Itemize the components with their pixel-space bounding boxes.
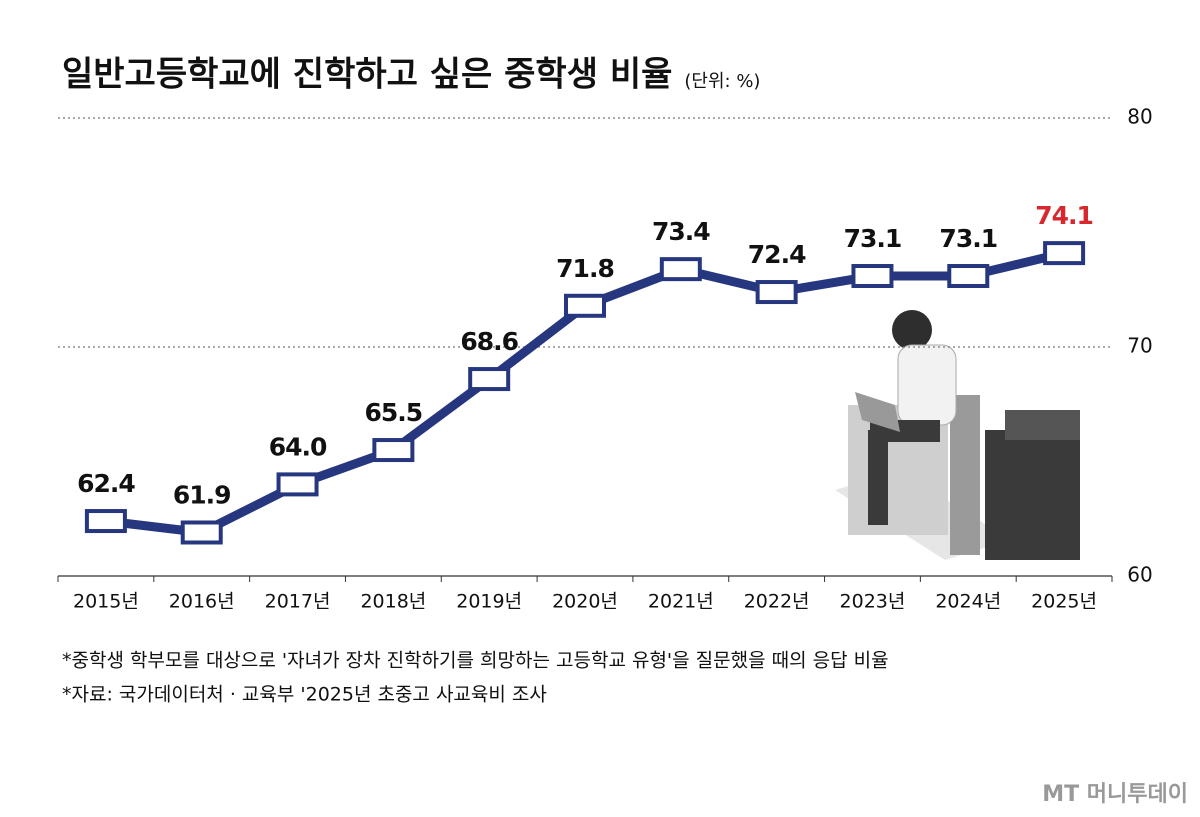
marker: [947, 264, 990, 289]
x-tick-label: 2023년: [840, 591, 906, 613]
value-label: 73.4: [652, 217, 710, 246]
x-tick-label: 2020년: [552, 591, 618, 613]
marker: [372, 438, 415, 463]
x-tick-label: 2024년: [935, 591, 1001, 613]
y-tick-label: 70: [1127, 334, 1152, 358]
value-label: 61.9: [173, 480, 231, 509]
value-label: 73.1: [939, 224, 997, 253]
value-label: 62.4: [77, 469, 135, 498]
x-tick-label: 2019년: [456, 591, 522, 613]
illustration: [835, 310, 1080, 560]
x-tick-label: 2017년: [265, 591, 331, 613]
note: *자료: 국가데이터처 · 교육부 '2025년 초중고 사교육비 조사: [62, 684, 547, 706]
note: *중학생 학부모를 대상으로 '자녀가 장차 진학하기를 희망하는 고등학교 유…: [62, 650, 889, 672]
marker: [564, 293, 606, 318]
marker: [468, 367, 511, 392]
marker: [180, 520, 223, 545]
marker: [276, 472, 319, 497]
chart-title: 일반고등학교에 진학하고 싶은 중학생 비율: [62, 55, 672, 95]
marker: [755, 280, 798, 305]
value-label: 65.5: [365, 398, 423, 427]
x-tick-label: 2016년: [169, 591, 235, 613]
source-logo: MT 머니투데이: [1042, 782, 1188, 807]
value-label: 64.0: [269, 432, 327, 461]
unit-label: (단위: %): [684, 71, 760, 92]
marker: [84, 509, 127, 534]
x-tick-label: 2021년: [648, 591, 714, 613]
y-tick-label: 80: [1127, 105, 1152, 129]
x-tick-label: 2025년: [1031, 591, 1097, 613]
value-label: 71.8: [556, 254, 614, 283]
marker: [659, 257, 702, 282]
value-label: 72.4: [748, 240, 806, 269]
x-tick-label: 2015년: [73, 591, 139, 613]
value-label: 74.1: [1035, 201, 1093, 230]
x-tick-label: 2022년: [744, 591, 810, 613]
value-label: 73.1: [844, 224, 902, 253]
marker: [1043, 241, 1086, 266]
value-label: 68.6: [460, 327, 518, 356]
marker: [851, 264, 894, 289]
y-tick-label: 60: [1127, 563, 1152, 587]
x-tick-label: 2018년: [360, 591, 426, 613]
